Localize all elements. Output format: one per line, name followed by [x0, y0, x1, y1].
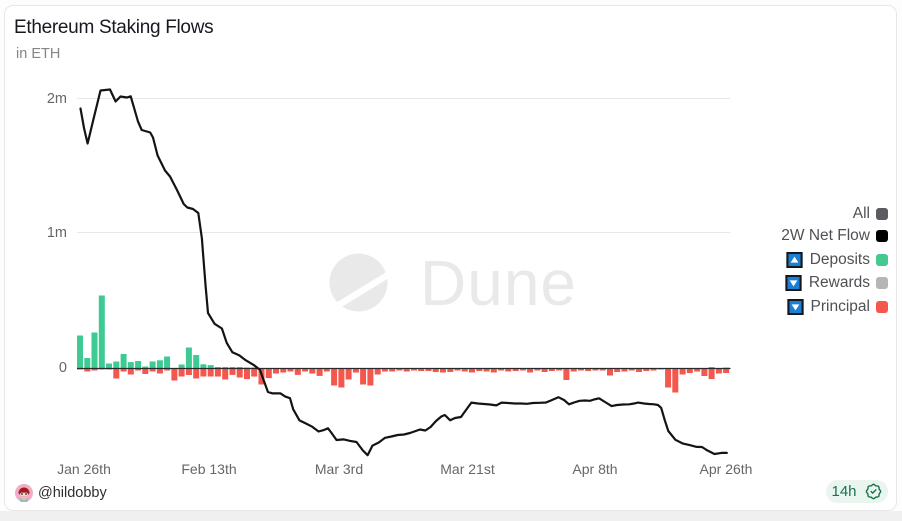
svg-text:Dune: Dune: [420, 247, 577, 319]
